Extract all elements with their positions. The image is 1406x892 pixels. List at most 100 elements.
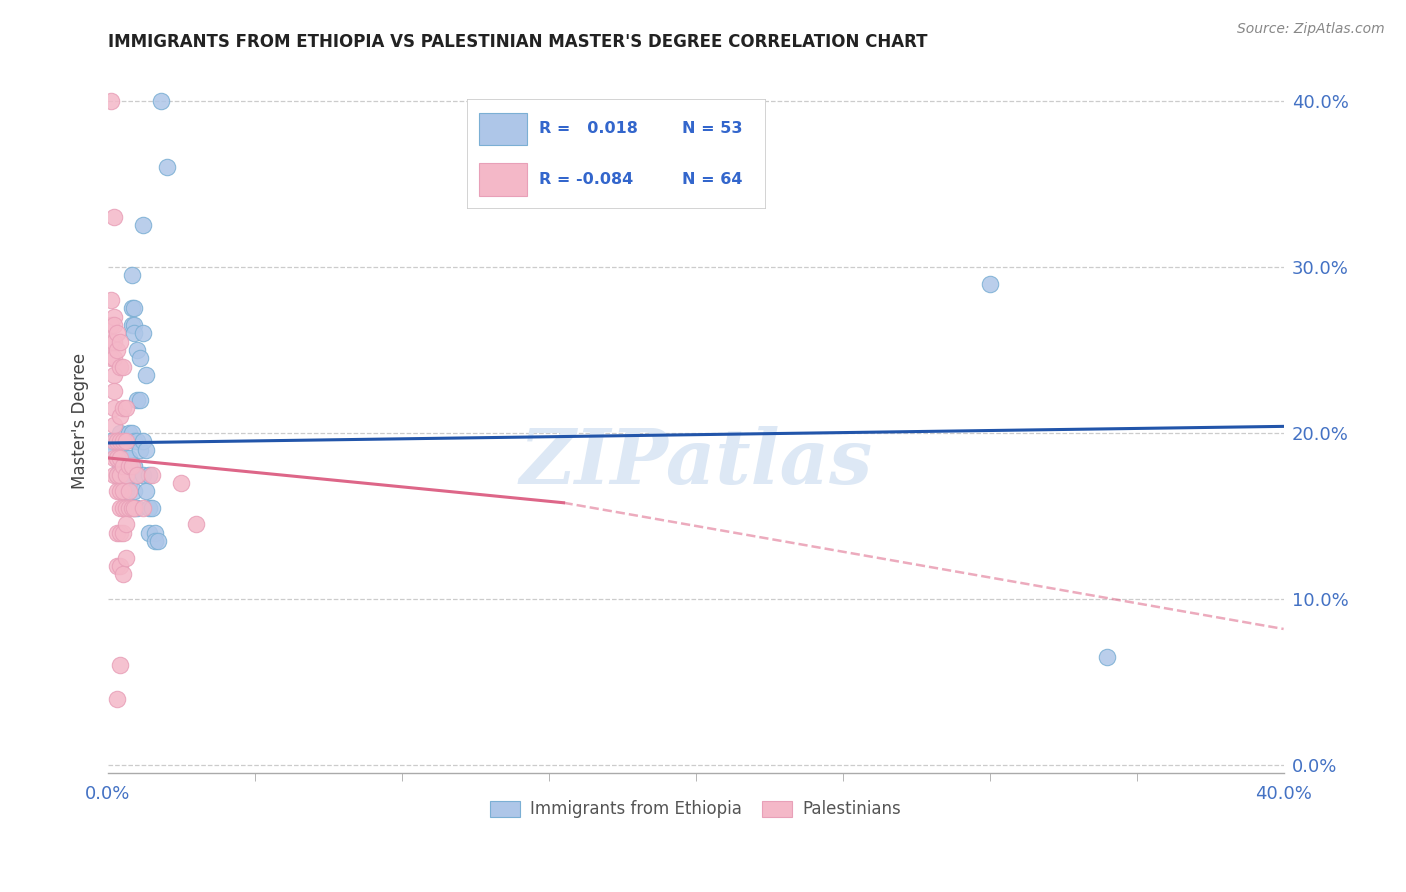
Point: [105, 434, 128, 449]
Point: [121, 425, 143, 440]
Point: [108, 450, 131, 465]
Point: [100, 351, 122, 366]
Point: [111, 567, 134, 582]
Point: [117, 500, 139, 515]
Point: [124, 500, 146, 515]
Text: ZIPatlas: ZIPatlas: [519, 425, 872, 500]
Point: [111, 434, 134, 449]
Point: [103, 334, 125, 349]
Point: [132, 326, 155, 341]
Point: [108, 359, 131, 374]
Point: [114, 517, 136, 532]
Legend: Immigrants from Ethiopia, Palestinians: Immigrants from Ethiopia, Palestinians: [484, 794, 908, 825]
Point: [124, 434, 146, 449]
Point: [103, 450, 125, 465]
Y-axis label: Master's Degree: Master's Degree: [72, 352, 89, 489]
Point: [105, 467, 128, 482]
Point: [111, 525, 134, 540]
Point: [124, 484, 146, 499]
Point: [114, 434, 136, 449]
Point: [129, 392, 152, 407]
Point: [121, 268, 143, 283]
Point: [114, 467, 136, 482]
Point: [117, 484, 139, 499]
Point: [103, 442, 125, 457]
Point: [103, 434, 125, 449]
Point: [143, 525, 166, 540]
Point: [141, 467, 163, 482]
Point: [105, 326, 128, 341]
Point: [103, 384, 125, 399]
Point: [108, 409, 131, 424]
Point: [103, 318, 125, 332]
Point: [100, 334, 122, 349]
Point: [111, 401, 134, 416]
Point: [108, 500, 131, 515]
Point: [127, 467, 149, 482]
Point: [100, 318, 122, 332]
Point: [124, 318, 146, 332]
Point: [103, 368, 125, 382]
Point: [138, 500, 160, 515]
Point: [111, 475, 134, 490]
Point: [103, 310, 125, 324]
Point: [105, 558, 128, 573]
Point: [111, 484, 134, 499]
Point: [979, 277, 1001, 291]
Point: [114, 550, 136, 565]
Point: [111, 500, 134, 515]
Point: [108, 558, 131, 573]
Point: [127, 392, 149, 407]
Point: [127, 467, 149, 482]
Point: [117, 450, 139, 465]
Point: [105, 525, 128, 540]
Point: [114, 450, 136, 465]
Point: [108, 434, 131, 449]
Text: Source: ZipAtlas.com: Source: ZipAtlas.com: [1237, 22, 1385, 37]
Point: [105, 467, 128, 482]
Point: [124, 500, 146, 515]
Point: [127, 500, 149, 515]
Point: [121, 318, 143, 332]
Text: IMMIGRANTS FROM ETHIOPIA VS PALESTINIAN MASTER'S DEGREE CORRELATION CHART: IMMIGRANTS FROM ETHIOPIA VS PALESTINIAN …: [108, 33, 928, 51]
Point: [138, 467, 160, 482]
Point: [108, 334, 131, 349]
Point: [141, 500, 163, 515]
Point: [124, 326, 146, 341]
Point: [129, 442, 152, 457]
Point: [108, 658, 131, 673]
Point: [108, 525, 131, 540]
Point: [105, 450, 128, 465]
Point: [100, 434, 122, 449]
Point: [105, 343, 128, 357]
Point: [135, 442, 157, 457]
Point: [127, 434, 149, 449]
Point: [108, 467, 131, 482]
Point: [108, 484, 131, 499]
Point: [117, 475, 139, 490]
Point: [124, 301, 146, 316]
Point: [132, 500, 155, 515]
Point: [100, 293, 122, 308]
Point: [100, 94, 122, 108]
Point: [105, 691, 128, 706]
Point: [103, 401, 125, 416]
Point: [129, 351, 152, 366]
Point: [103, 467, 125, 482]
Point: [114, 401, 136, 416]
Point: [121, 500, 143, 515]
Point: [156, 161, 179, 175]
Point: [135, 484, 157, 499]
Point: [117, 425, 139, 440]
Point: [138, 525, 160, 540]
Point: [170, 475, 193, 490]
Point: [105, 484, 128, 499]
Point: [149, 94, 172, 108]
Point: [1097, 650, 1119, 665]
Point: [103, 351, 125, 366]
Point: [117, 500, 139, 515]
Point: [117, 459, 139, 474]
Point: [108, 459, 131, 474]
Point: [103, 417, 125, 432]
Point: [111, 459, 134, 474]
